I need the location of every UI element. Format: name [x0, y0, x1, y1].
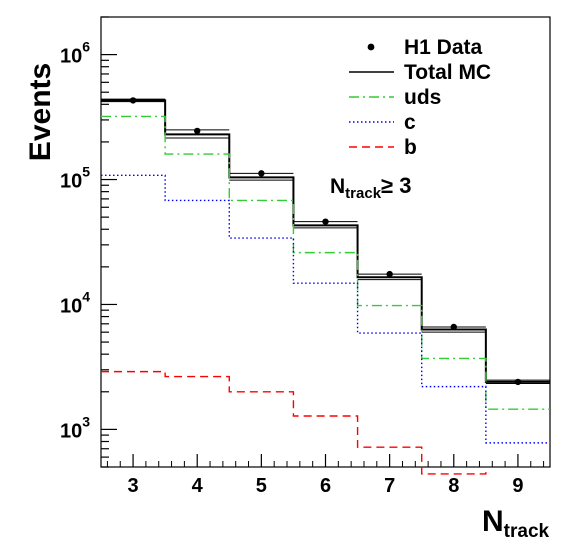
series-c-line — [101, 174, 550, 444]
annotation-main: N — [330, 175, 345, 198]
legend-label: b — [404, 136, 417, 159]
plot-frame — [100, 16, 551, 468]
y-axis-title: Events — [24, 63, 57, 161]
x-tick-label: 8 — [448, 475, 459, 497]
y-tick-base: 10 — [60, 295, 82, 317]
x-axis-title-sub: track — [504, 521, 550, 542]
y-tick-label: 106 — [60, 39, 90, 68]
x-tick-label: 4 — [192, 475, 204, 497]
y-tick-label: 103 — [60, 413, 90, 442]
x-axis-title-main: N — [482, 505, 504, 538]
annotation-sub: track — [345, 185, 382, 202]
data-point — [194, 127, 201, 135]
legend-label: Total MC — [404, 61, 491, 84]
legend-label: H1 Data — [404, 36, 483, 59]
legend-label: uds — [404, 86, 441, 109]
y-tick-base: 10 — [60, 171, 82, 193]
series-uds-line — [101, 115, 550, 410]
y-tick-label: 104 — [60, 288, 90, 317]
x-tick-label: 7 — [384, 475, 395, 497]
x-tick-label: 6 — [320, 475, 331, 497]
y-tick-exponent: 3 — [82, 413, 90, 429]
x-tick-label: 5 — [256, 475, 267, 497]
x-axis-title: Ntrack — [482, 505, 550, 542]
y-tick-label: 105 — [60, 164, 90, 193]
series-b-line — [101, 370, 487, 475]
y-tick-exponent: 4 — [82, 288, 90, 304]
legend-marker-data — [367, 43, 375, 51]
y-tick-base: 10 — [60, 420, 82, 442]
annotation-rest: ≥ 3 — [381, 173, 411, 198]
annotation: Ntrack≥ 3 — [330, 173, 411, 202]
x-tick-label: 3 — [128, 475, 139, 497]
series-total-mc-line — [101, 99, 550, 383]
y-tick-base: 10 — [60, 46, 82, 68]
y-tick-exponent: 6 — [82, 39, 90, 55]
x-tick-label: 9 — [512, 475, 523, 497]
y-tick-exponent: 5 — [82, 164, 90, 180]
legend-label: c — [404, 111, 416, 134]
